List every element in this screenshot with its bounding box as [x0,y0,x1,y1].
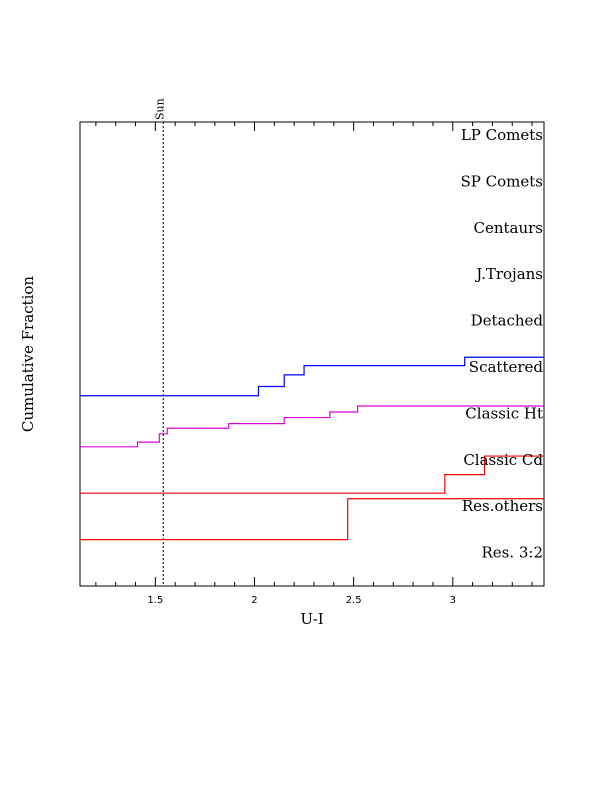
panel-label: Detached [471,312,544,330]
series-line-classic-cd [80,455,544,494]
panel-label: Res.others [462,497,543,515]
x-tick-label: 2.5 [346,595,362,606]
panel-label: Scattered [469,358,544,376]
plot-frame [79,121,545,587]
sun-label: Sun [153,98,166,120]
panel-label: Classic Cd [463,451,543,469]
panel-label: Res. 3:2 [481,544,543,562]
series-line-scattered [80,356,544,397]
series-line-classic-ht [80,405,544,448]
y-axis-label: Cumulative Fraction [19,276,37,432]
panel-label: Classic Ht [465,404,543,422]
x-axis-label: U-I [300,610,323,628]
series-group [80,356,544,541]
panel-label: LP Comets [461,126,543,144]
x-tick-label: 3 [450,595,456,606]
tick-marks [95,122,533,586]
panel-label: J.Trojans [474,265,543,283]
panel-label: Centaurs [473,219,543,237]
x-tick-label: 1.5 [147,595,163,606]
panel-label: SP Comets [461,172,543,190]
series-line-res-others [80,498,544,541]
x-tick-label: 2 [251,595,257,606]
panel-labels: LP Comets SP Comets Centaurs J.Trojans Detac… [461,126,544,562]
x-tick-labels: 1.5 2 2.5 3 [147,595,456,606]
